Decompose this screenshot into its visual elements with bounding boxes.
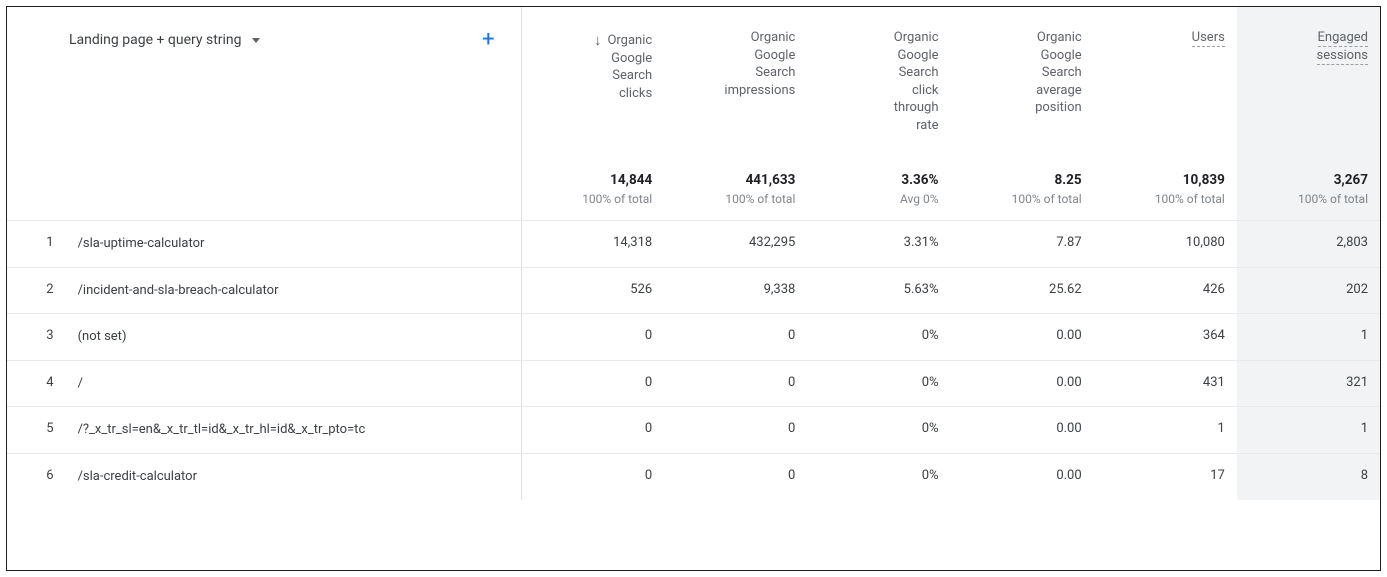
landing-page-cell[interactable]: /: [66, 360, 521, 407]
landing-page-cell[interactable]: /sla-credit-calculator: [66, 454, 521, 500]
table-row[interactable]: 6/sla-credit-calculator000%0.00178: [7, 454, 1380, 500]
metric-cell: 0: [664, 407, 807, 454]
row-index: 1: [7, 221, 66, 268]
dimension-header: Landing page + query string +: [7, 7, 521, 144]
metric-cell: 14,318: [521, 221, 664, 268]
metric-cell: 1: [1094, 407, 1237, 454]
metric-cell: 0: [521, 407, 664, 454]
table-row[interactable]: 2/incident-and-sla-breach-calculator5269…: [7, 267, 1380, 314]
table-row[interactable]: 3(not set)000%0.003641: [7, 314, 1380, 361]
metric-cell: 0: [664, 314, 807, 361]
column-header[interactable]: OrganicGoogleSearchimpressions: [664, 7, 807, 144]
column-header[interactable]: ↓OrganicGoogleSearchclicks: [521, 7, 664, 144]
metric-cell: 5.63%: [807, 267, 950, 314]
row-index: 5: [7, 407, 66, 454]
table-row[interactable]: 4/000%0.00431321: [7, 360, 1380, 407]
metric-cell: 321: [1237, 360, 1380, 407]
metric-cell: 0: [521, 314, 664, 361]
dimension-picker[interactable]: Landing page + query string: [69, 31, 242, 50]
landing-page-cell[interactable]: /?_x_tr_sl=en&_x_tr_tl=id&_x_tr_hl=id&_x…: [66, 407, 521, 454]
metric-cell: 0: [521, 360, 664, 407]
table-row[interactable]: 1/sla-uptime-calculator14,318432,2953.31…: [7, 221, 1380, 268]
analytics-table: Landing page + query string + ↓OrganicGo…: [7, 7, 1380, 500]
metric-cell: 0.00: [951, 454, 1094, 500]
table-row[interactable]: 5/?_x_tr_sl=en&_x_tr_tl=id&_x_tr_hl=id&_…: [7, 407, 1380, 454]
metric-cell: 0%: [807, 314, 950, 361]
metric-cell: 0%: [807, 407, 950, 454]
summary-cell: 3.36%Avg 0%: [807, 144, 950, 221]
column-header[interactable]: Engagedsessions: [1237, 7, 1380, 144]
metric-cell: 2,803: [1237, 221, 1380, 268]
metric-cell: 1: [1237, 407, 1380, 454]
metric-cell: 0.00: [951, 314, 1094, 361]
column-header[interactable]: Users: [1094, 7, 1237, 144]
metric-cell: 0.00: [951, 407, 1094, 454]
add-dimension-button[interactable]: +: [482, 29, 508, 51]
summary-cell: 14,844100% of total: [521, 144, 664, 221]
metric-cell: 0%: [807, 454, 950, 500]
row-index: 4: [7, 360, 66, 407]
summary-cell: 10,839100% of total: [1094, 144, 1237, 221]
metric-cell: 0.00: [951, 360, 1094, 407]
metric-cell: 1: [1237, 314, 1380, 361]
analytics-table-card: Landing page + query string + ↓OrganicGo…: [6, 6, 1381, 571]
sort-desc-icon: ↓: [594, 30, 602, 50]
landing-page-cell[interactable]: (not set): [66, 314, 521, 361]
metric-cell: 10,080: [1094, 221, 1237, 268]
column-header[interactable]: OrganicGoogleSearchclickthroughrate: [807, 7, 950, 144]
summary-cell: 8.25100% of total: [951, 144, 1094, 221]
metric-cell: 0%: [807, 360, 950, 407]
metric-cell: 0: [664, 454, 807, 500]
landing-page-cell[interactable]: /incident-and-sla-breach-calculator: [66, 267, 521, 314]
metric-cell: 8: [1237, 454, 1380, 500]
summary-cell: 3,267100% of total: [1237, 144, 1380, 221]
metric-cell: 364: [1094, 314, 1237, 361]
metric-cell: 9,338: [664, 267, 807, 314]
metric-cell: 431: [1094, 360, 1237, 407]
metric-cell: 0: [664, 360, 807, 407]
column-header[interactable]: OrganicGoogleSearchaverageposition: [951, 7, 1094, 144]
summary-cell: 441,633100% of total: [664, 144, 807, 221]
metric-cell: 426: [1094, 267, 1237, 314]
summary-row: 14,844100% of total441,633100% of total3…: [7, 144, 1380, 221]
table-body: 1/sla-uptime-calculator14,318432,2953.31…: [7, 221, 1380, 500]
row-index: 6: [7, 454, 66, 500]
metric-cell: 7.87: [951, 221, 1094, 268]
row-index: 2: [7, 267, 66, 314]
landing-page-cell[interactable]: /sla-uptime-calculator: [66, 221, 521, 268]
metric-cell: 432,295: [664, 221, 807, 268]
metric-cell: 202: [1237, 267, 1380, 314]
metric-cell: 25.62: [951, 267, 1094, 314]
metric-cell: 3.31%: [807, 221, 950, 268]
metric-cell: 0: [521, 454, 664, 500]
caret-down-icon[interactable]: [252, 38, 260, 43]
metric-cell: 17: [1094, 454, 1237, 500]
metric-cell: 526: [521, 267, 664, 314]
row-index: 3: [7, 314, 66, 361]
